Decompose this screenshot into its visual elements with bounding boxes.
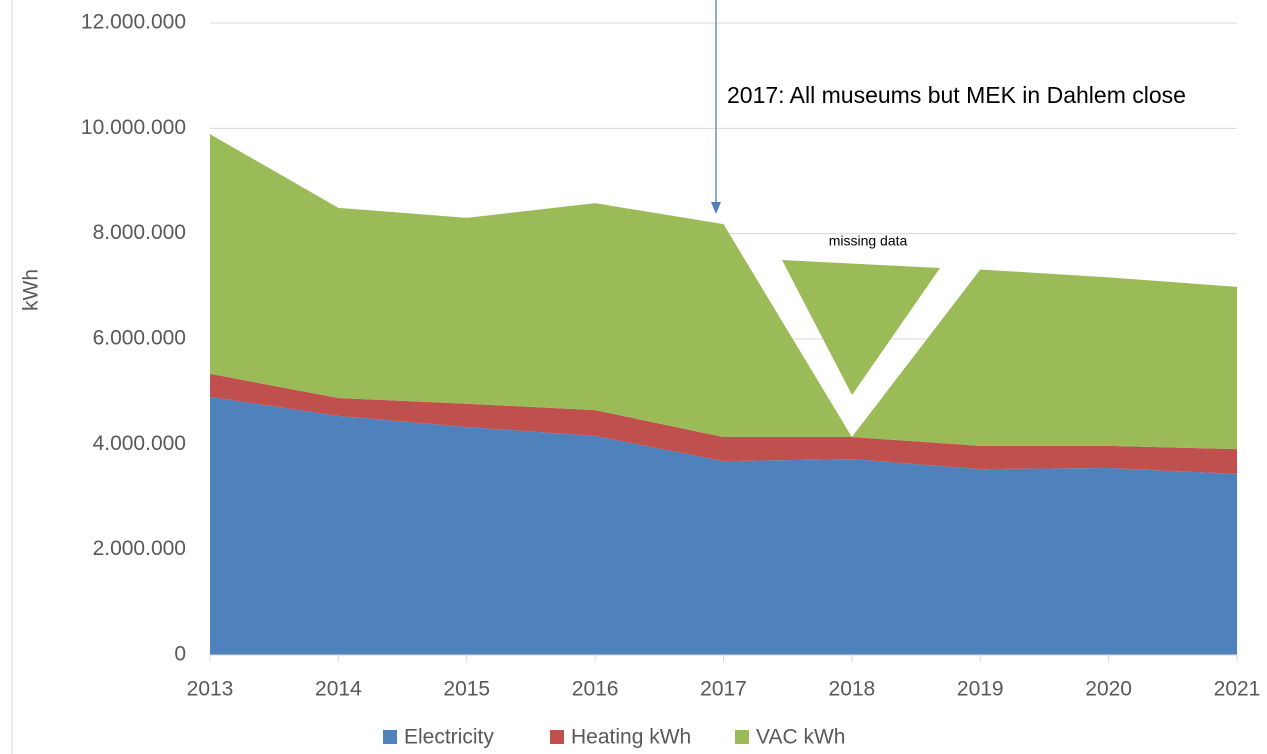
legend-swatch <box>735 730 749 744</box>
y-tick-label: 2.000.000 <box>93 537 186 560</box>
legend-label: Heating kWh <box>571 726 691 749</box>
x-tick-label: 2018 <box>829 678 876 701</box>
area-band <box>210 134 1237 450</box>
x-tick-label: 2017 <box>700 678 747 701</box>
x-tick-label: 2013 <box>187 678 234 701</box>
y-tick-label: 4.000.000 <box>93 432 186 455</box>
missing-data-patch <box>782 260 940 395</box>
x-tick-label: 2014 <box>315 678 362 701</box>
x-tick-label: 2019 <box>957 678 1004 701</box>
legend-label: VAC kWh <box>756 726 845 749</box>
x-tick-label: 2020 <box>1085 678 1132 701</box>
legend-label: Electricity <box>404 726 494 749</box>
x-tick-label: 2021 <box>1214 678 1261 701</box>
x-tick-label: 2015 <box>443 678 490 701</box>
legend-swatch <box>383 730 397 744</box>
area-band <box>210 396 1237 655</box>
areas <box>210 134 1237 655</box>
annotation: 2017: All museums but MEK in Dahlem clos… <box>727 82 1186 108</box>
y-tick-label: 10.000.000 <box>81 116 186 139</box>
y-tick-label: 12.000.000 <box>81 11 186 34</box>
x-tick-label: 2016 <box>572 678 619 701</box>
arrow-head <box>711 202 721 214</box>
area-band <box>210 373 1237 474</box>
y-tick-label: 6.000.000 <box>93 327 186 350</box>
legend-swatch <box>550 730 564 744</box>
missing-data-note: missing data <box>829 233 908 249</box>
y-tick-label: 0 <box>174 643 186 666</box>
y-axis-label: kWh <box>20 269 43 311</box>
y-tick-label: 8.000.000 <box>93 221 186 244</box>
